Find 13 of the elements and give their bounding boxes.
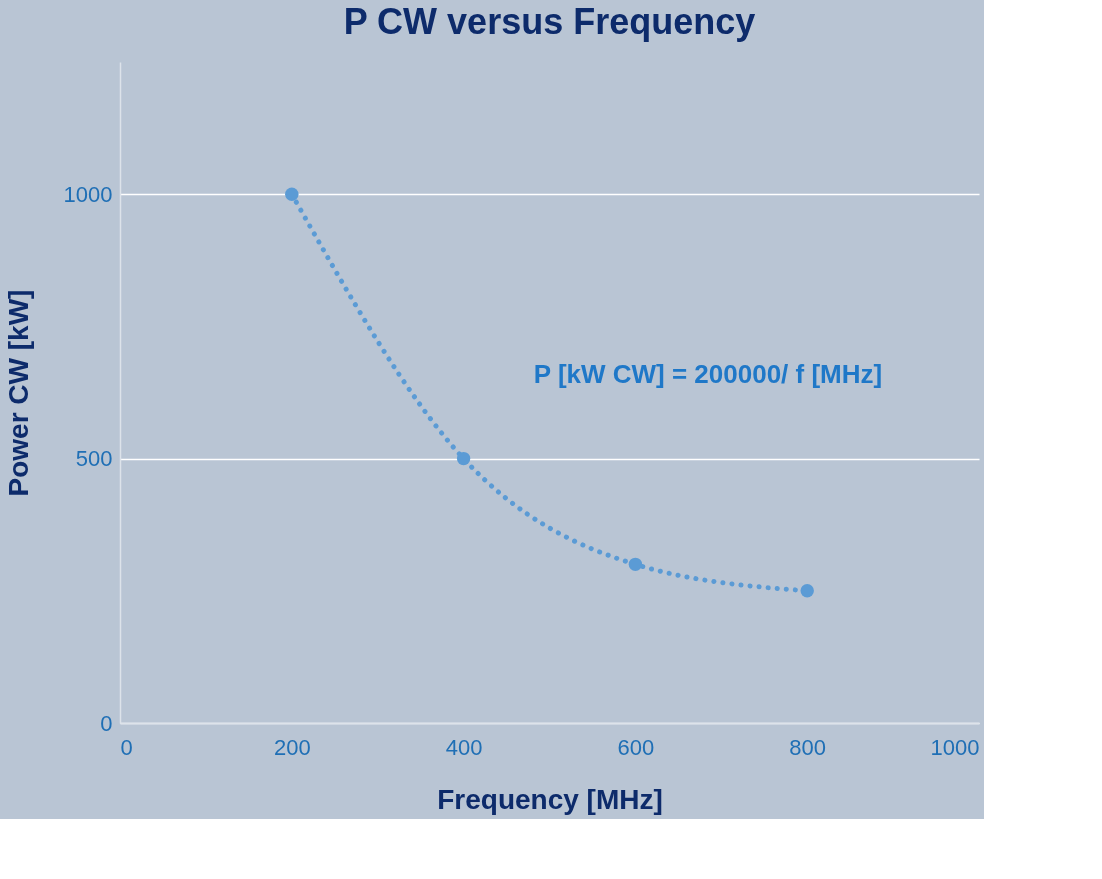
x-axis-title: Frequency [MHz] — [437, 783, 663, 815]
y-tick-label: 1000 — [63, 181, 113, 207]
x-tick-label: 400 — [445, 734, 483, 760]
y-axis-title: Power CW [kW] — [2, 289, 34, 497]
chart-title: P CW versus Frequency — [343, 1, 756, 42]
x-tick-label: 800 — [789, 734, 827, 760]
annotation: P [kW CW] = 200000/ f [MHz] — [533, 359, 883, 389]
x-tick-label: 0 — [120, 734, 133, 760]
y-tick-label: 500 — [75, 446, 113, 472]
y-tick-label: 0 — [100, 710, 113, 736]
x-tick-label: 1000 — [930, 734, 980, 760]
x-tick-label: 600 — [617, 734, 655, 760]
x-tick-label: 200 — [273, 734, 311, 760]
